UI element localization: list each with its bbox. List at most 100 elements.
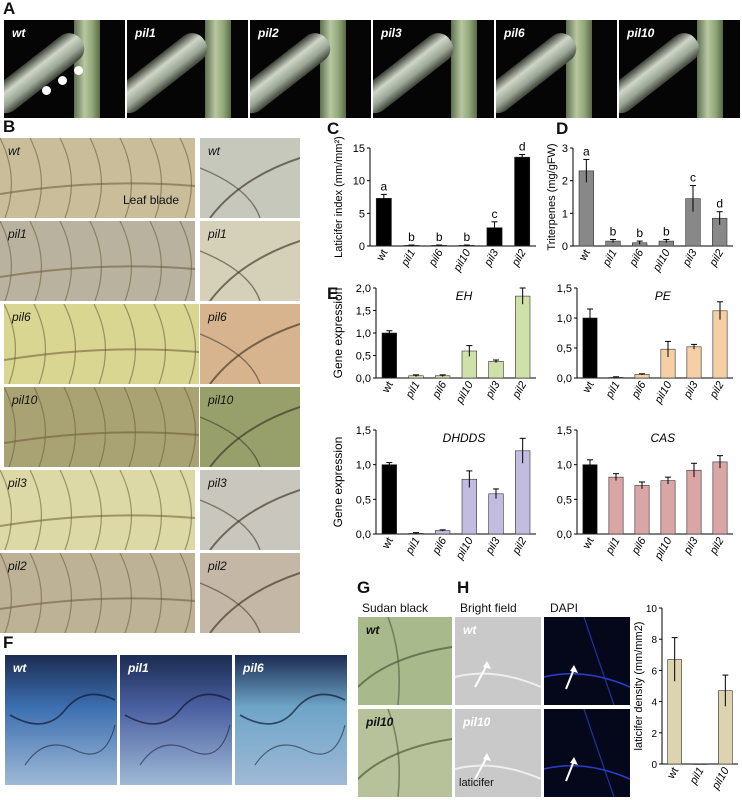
y-tick-label: 2,0 [356, 283, 371, 295]
y-tick-label: 1,0 [557, 460, 572, 472]
panel-g-sudan-black-images: wt pil10 [358, 617, 452, 797]
x-tick-label: pil6 [629, 535, 649, 557]
panel-f-photo: pil1 [120, 655, 232, 785]
bar-pil2 [712, 310, 728, 379]
y-tick-label: 3 [562, 143, 568, 155]
panel-b-label-pil6: pil6 [12, 310, 31, 324]
y-tick-label: 1,5 [356, 306, 371, 318]
y-tick-label: 0,0 [356, 529, 371, 541]
bar-pil2 [515, 295, 531, 379]
bar-pil3 [686, 346, 702, 379]
panel-a-photo-strip: wt pil1 pil2 pil3 pil6 pil10 [4, 20, 740, 118]
laticifer-label: laticifer [459, 777, 494, 789]
panel-a-label-pil2: pil2 [258, 26, 279, 40]
y-axis-label: laticifer density (mm/mm2) [633, 622, 645, 751]
x-tick-label: pil6 [430, 535, 450, 557]
leaf-blade-image: pil1 [0, 221, 195, 301]
dapi-photo [544, 617, 630, 705]
x-tick-label: wt [665, 766, 681, 782]
y-axis-label: Triterpenes (mg/gFW) [546, 143, 558, 250]
panel-a-label-pil1: pil1 [135, 26, 156, 40]
panel-a-photo: pil10 [619, 20, 740, 118]
y-axis-label: Laticifer index (mm/mm²) [333, 136, 345, 258]
bar-pil1 [608, 476, 624, 535]
leaf-closeup-image: pil2 [200, 553, 300, 633]
x-tick-label: pil6 [430, 379, 450, 401]
significance-letter: b [436, 230, 443, 244]
significance-letter: b [408, 230, 415, 244]
x-tick-label: pil1 [600, 248, 619, 270]
y-tick-label: 10 [353, 176, 365, 188]
panel-a-label-wt: wt [12, 26, 26, 40]
panel-h-microscopy-images: wt pil10 laticifer [455, 617, 630, 797]
y-tick-label: 0,5 [356, 494, 371, 506]
latex-drop [74, 66, 83, 75]
leaf-closeup-image: pil3 [200, 470, 300, 550]
panel-h-label-wt: wt [463, 623, 477, 637]
panel-label-b: B [3, 117, 16, 136]
dapi-photo [544, 709, 630, 797]
panel-a-photo: pil1 [127, 20, 248, 118]
leaf-blade-image: pil10 [4, 387, 199, 467]
x-tick-label: wt [380, 536, 396, 552]
arrow-head [570, 665, 578, 673]
x-tick-label: pil1 [603, 380, 622, 402]
stem-image [320, 20, 346, 118]
significance-letter: a [583, 144, 590, 158]
leaf-closeup-image: pil6 [200, 304, 300, 384]
significance-letter: b [636, 226, 643, 240]
y-tick-label: 0,5 [557, 343, 572, 355]
y-axis-label: Gene expression [331, 437, 345, 528]
panel-b-closeup-label-pil2: pil2 [208, 559, 227, 573]
panel-b-label-wt: wt [8, 144, 20, 158]
y-tick-label: 0,0 [356, 373, 371, 385]
leaf-blade-image: wt [0, 138, 195, 218]
arrow [474, 756, 488, 780]
x-tick-label: pil10 [451, 247, 474, 275]
x-tick-label: pil10 [652, 379, 675, 407]
panel-g-photo: pil10 [358, 709, 452, 797]
panel-f-staining-images: wt pil1 pil6 [0, 655, 350, 795]
arrow-head [483, 661, 491, 669]
chart-title: PE [655, 289, 672, 303]
y-tick-label: 8 [651, 635, 657, 646]
panel-b-closeup-label-pil10: pil10 [208, 393, 234, 407]
y-tick-label: 1,0 [356, 328, 371, 340]
panel-b-label-pil3: pil3 [8, 476, 27, 490]
panel-f-photo: wt [5, 655, 117, 785]
x-tick-label: pil6 [627, 247, 647, 269]
panel-label-e: E [327, 284, 339, 303]
bar-wt [582, 464, 598, 535]
panel-label-d: D [556, 119, 569, 138]
significance-letter: b [610, 224, 617, 238]
bright-field-photo: pil10 [455, 709, 541, 797]
panel-a-label-pil10: pil10 [627, 26, 655, 40]
significance-letter: a [380, 179, 387, 193]
stem-image [697, 20, 723, 118]
latex-drop [58, 76, 67, 85]
y-tick-label: 1,0 [356, 460, 371, 472]
leaf-blade-image: pil6 [4, 304, 199, 384]
x-tick-label: pil2 [510, 380, 529, 402]
significance-letter: d [716, 197, 723, 211]
x-tick-label: pil1 [603, 536, 622, 558]
x-tick-label: pil6 [629, 379, 649, 401]
significance-letter: b [463, 230, 470, 244]
panel-g-label-wt: wt [366, 623, 380, 637]
arrow-head [483, 753, 491, 761]
panel-a-photo: wt [4, 20, 125, 118]
y-tick-label: 1,5 [557, 283, 572, 295]
panel-b-label-pil10: pil10 [12, 393, 38, 407]
bar-pil2 [712, 461, 728, 535]
leaf-closeup-image: pil1 [200, 221, 300, 301]
x-tick-label: wt [380, 380, 396, 396]
panel-f-label-pil6: pil6 [243, 661, 264, 675]
panel-label-g: G [357, 578, 371, 597]
x-tick-label: pil10 [652, 535, 675, 563]
leaf-blade-image: pil3 [0, 470, 195, 550]
panel-g-label-pil10: pil10 [366, 715, 394, 729]
y-tick-label: 6 [651, 666, 657, 677]
panel-a-label-pil6: pil6 [504, 26, 525, 40]
